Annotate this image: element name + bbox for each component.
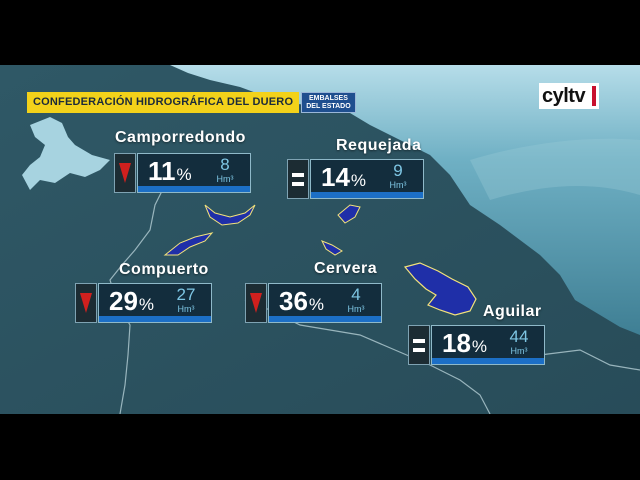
card-bar: [99, 316, 211, 322]
header-badge-line2: DEL ESTADO: [306, 102, 351, 110]
equal-icon: [292, 172, 304, 186]
reservoir-name-cervera: Cervera: [314, 260, 378, 277]
reservoir-name-aguilar: Aguilar: [483, 303, 542, 320]
equal-icon: [413, 338, 425, 352]
volume-unit: Hm³: [389, 180, 407, 190]
reservoir-name-requejada: Requejada: [336, 137, 422, 154]
reservoir-card-compuerto: 29% 27 Hm³: [98, 283, 212, 323]
reservoir-name-camporredondo: Camporredondo: [115, 129, 246, 146]
channel-logo-bar: [592, 86, 596, 106]
map-background: [0, 65, 640, 414]
border-line-east: [539, 349, 640, 371]
reservoir-shape-aguilar: [403, 262, 477, 316]
percent-value: 11%: [148, 156, 192, 186]
reservoir-name-compuerto: Compuerto: [119, 261, 209, 278]
trend-indicator-requejada: [287, 159, 309, 199]
card-bar: [138, 186, 250, 192]
header-bar: CONFEDERACIÓN HIDROGRÁFICA DEL DUERO EMB…: [27, 92, 356, 113]
volume-unit: Hm³: [510, 346, 528, 356]
reservoir-card-camporredondo: 11% 8 Hm³: [137, 153, 251, 193]
volume-value: 44: [509, 327, 529, 346]
percent-value: 14%: [321, 162, 367, 192]
header-badge: EMBALSES DEL ESTADO: [301, 92, 356, 113]
card-bar: [311, 192, 423, 198]
header-title: CONFEDERACIÓN HIDROGRÁFICA DEL DUERO: [27, 92, 300, 113]
down-arrow-icon: [119, 163, 131, 183]
down-arrow-icon: [80, 293, 92, 313]
volume-unit: Hm³: [347, 304, 365, 314]
volume-unit: Hm³: [216, 174, 234, 184]
volume-value: 4: [351, 285, 361, 304]
volume-unit: Hm³: [177, 304, 195, 314]
reservoir-card-aguilar: 18% 44 Hm³: [431, 325, 545, 365]
reservoir-card-requejada: 14% 9 Hm³: [310, 159, 424, 199]
card-bar: [269, 316, 381, 322]
lake-outline: [22, 117, 110, 190]
header-badge-line1: EMBALSES: [309, 94, 348, 102]
sea-waves: [470, 138, 640, 200]
reservoir-shape-compuerto: [163, 232, 214, 256]
sea-area: [170, 65, 640, 335]
reservoir-shape-requejada: [337, 204, 361, 224]
percent-value: 29%: [109, 286, 155, 316]
map-frame: CONFEDERACIÓN HIDROGRÁFICA DEL DUERO EMB…: [0, 65, 640, 414]
reservoir-card-cervera: 36% 4 Hm³: [268, 283, 382, 323]
channel-logo: cyltv: [539, 83, 599, 109]
river-line: [109, 174, 171, 414]
channel-logo-text: cyltv: [542, 85, 586, 107]
reservoir-shape-camporredondo: [204, 204, 256, 226]
reservoir-shape-cervera: [320, 240, 343, 256]
trend-indicator-aguilar: [408, 325, 430, 365]
trend-indicator-cervera: [245, 283, 267, 323]
card-bar: [432, 358, 544, 364]
trend-indicator-compuerto: [75, 283, 97, 323]
percent-value: 18%: [442, 328, 488, 358]
volume-value: 8: [220, 155, 230, 174]
down-arrow-icon: [250, 293, 262, 313]
percent-value: 36%: [279, 286, 325, 316]
volume-value: 9: [393, 161, 403, 180]
trend-indicator-camporredondo: [114, 153, 136, 193]
volume-value: 27: [176, 285, 196, 304]
